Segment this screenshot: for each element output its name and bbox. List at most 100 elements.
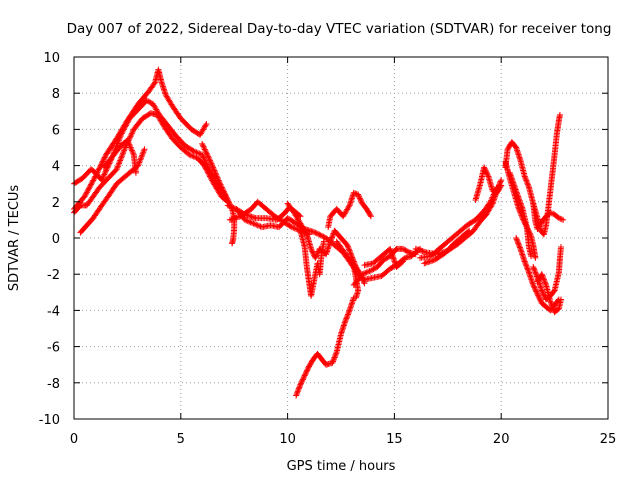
data-point — [560, 216, 567, 223]
data-point — [130, 150, 137, 157]
data-point — [101, 170, 108, 177]
data-point — [114, 140, 121, 147]
data-point — [540, 290, 547, 297]
data-point — [254, 222, 261, 229]
data-point — [221, 190, 228, 197]
data-point — [124, 137, 131, 144]
data-point — [532, 270, 539, 277]
data-point — [141, 146, 148, 153]
data-point — [347, 250, 354, 257]
data-point — [399, 258, 406, 265]
data-point — [547, 299, 554, 306]
data-point — [539, 273, 546, 280]
y-tick-label: 0 — [52, 232, 60, 247]
data-point — [528, 253, 535, 260]
data-point — [497, 183, 504, 190]
data-point — [523, 177, 530, 184]
data-point — [200, 143, 207, 150]
data-point — [298, 379, 305, 386]
data-point — [309, 248, 316, 255]
data-point — [539, 288, 546, 295]
data-point — [489, 187, 496, 194]
data-point — [101, 155, 108, 162]
data-point — [320, 238, 327, 245]
data-point — [488, 195, 495, 202]
data-point — [537, 297, 544, 304]
data-point — [215, 176, 222, 183]
data-point — [136, 158, 143, 165]
data-point — [482, 166, 489, 173]
data-point — [199, 142, 206, 149]
data-point — [481, 165, 488, 172]
x-tick-label: 15 — [386, 432, 403, 447]
data-point — [199, 140, 206, 147]
data-point — [193, 149, 200, 156]
data-point — [119, 129, 126, 136]
data-point — [84, 188, 91, 195]
data-point — [522, 174, 529, 181]
data-point — [547, 298, 554, 305]
data-point — [524, 180, 531, 187]
data-point — [83, 189, 90, 196]
data-point — [118, 153, 125, 160]
data-point — [201, 145, 208, 152]
y-tick-label: 8 — [52, 87, 60, 102]
data-point — [514, 239, 521, 246]
data-point — [313, 230, 320, 237]
data-point — [327, 238, 334, 245]
y-axis-title: SDTVAR / TECUs — [7, 185, 22, 292]
data-point — [85, 186, 92, 193]
data-point — [350, 189, 357, 196]
data-point — [96, 165, 103, 172]
data-point — [205, 153, 212, 160]
data-point — [91, 174, 98, 181]
data-point — [86, 184, 93, 191]
data-point — [312, 229, 319, 236]
data-point — [294, 388, 301, 395]
data-point — [115, 160, 122, 167]
data-point — [308, 247, 315, 254]
data-point — [490, 193, 497, 200]
data-point — [206, 173, 213, 180]
data-point — [222, 191, 229, 198]
data-point — [122, 144, 129, 151]
data-point — [355, 191, 362, 198]
data-point — [117, 131, 124, 138]
data-point — [124, 119, 131, 126]
data-point — [218, 183, 225, 190]
data-point — [294, 389, 301, 396]
data-point — [251, 221, 258, 228]
data-point — [211, 168, 218, 175]
data-point — [328, 234, 335, 241]
data-point — [206, 156, 213, 163]
data-point — [531, 266, 538, 273]
data-point — [535, 292, 542, 299]
data-point — [143, 97, 150, 104]
data-point — [209, 163, 216, 170]
data-point — [293, 225, 300, 232]
y-tick-label: -6 — [47, 341, 60, 356]
data-point — [535, 293, 542, 300]
data-point — [140, 147, 147, 154]
data-point — [88, 181, 95, 188]
data-point — [328, 235, 335, 242]
y-tick-label: 6 — [52, 123, 60, 138]
data-point — [117, 157, 124, 164]
data-point — [90, 177, 97, 184]
data-point — [348, 251, 355, 258]
x-tick-label: 10 — [279, 432, 296, 447]
data-point — [205, 154, 212, 161]
data-point — [186, 151, 193, 158]
data-point — [293, 392, 300, 399]
data-point — [384, 254, 391, 261]
data-point — [302, 369, 309, 376]
data-point — [120, 148, 127, 155]
y-tick-label: 2 — [52, 196, 60, 211]
data-point — [144, 98, 151, 105]
data-point — [524, 265, 531, 272]
data-point — [346, 247, 353, 254]
data-point — [532, 269, 539, 276]
data-point — [244, 218, 251, 225]
data-point — [204, 169, 211, 176]
data-point — [342, 316, 349, 323]
